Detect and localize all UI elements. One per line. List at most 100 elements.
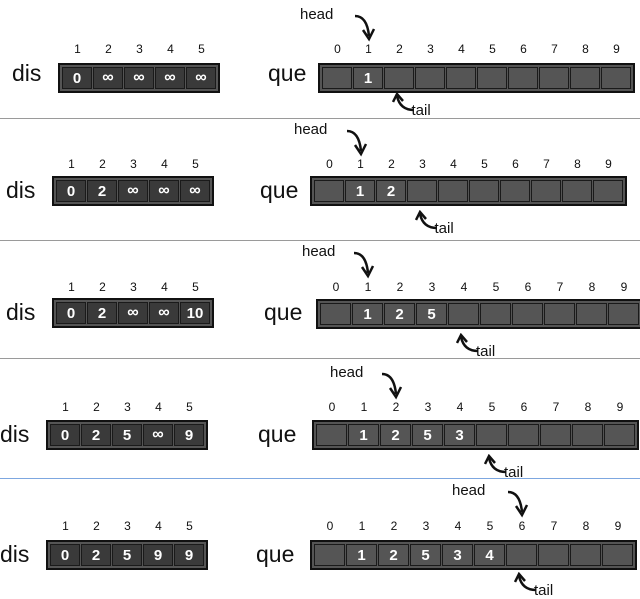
head-pointer-label: head [452, 482, 486, 499]
que-index-label: 7 [543, 157, 550, 171]
dis-index-label: 1 [62, 400, 69, 414]
panel-separator [0, 478, 640, 479]
dis-cell: ∞ [149, 180, 179, 202]
que-cell [604, 424, 635, 446]
que-cell [384, 67, 414, 89]
que-cell [407, 180, 437, 202]
dis-label: dis [12, 60, 42, 86]
dis-index-label: 4 [161, 280, 168, 294]
dis-label: dis [6, 177, 36, 203]
dis-array: 0 2 ∞ ∞ ∞ [52, 176, 214, 206]
que-index-label: 4 [460, 280, 468, 294]
que-index-label: 5 [489, 42, 496, 56]
que-cell [572, 424, 603, 446]
que-index-label: 6 [524, 280, 532, 294]
que-cell [531, 180, 561, 202]
que-cell: 3 [444, 424, 475, 446]
dis-cell: 9 [174, 424, 204, 446]
que-label: que [268, 60, 307, 86]
que-cell [469, 180, 499, 202]
que-cell [322, 67, 352, 89]
tail-pointer-label: tail [504, 464, 524, 481]
dis-index-label: 2 [105, 42, 112, 56]
tail-pointer-label: tail [476, 343, 496, 360]
dis-cell: ∞ [180, 180, 210, 202]
que-index-label: 8 [574, 157, 581, 171]
dis-cell: 10 [180, 302, 210, 324]
que-label: que [264, 299, 303, 325]
que-index-label: 9 [605, 157, 612, 171]
que-cell [506, 544, 537, 566]
que-index-label: 0 [334, 42, 341, 56]
tail-arrow-icon [391, 92, 414, 112]
que-cell [415, 67, 445, 89]
dis-cell: ∞ [118, 180, 148, 202]
dis-array: 0 ∞ ∞ ∞ ∞ [58, 63, 220, 93]
dis-cell: ∞ [186, 67, 216, 89]
dis-cell: 0 [56, 302, 86, 324]
head-pointer-label: head [330, 364, 364, 381]
tail-arrow-icon [456, 333, 479, 353]
que-cell [570, 67, 600, 89]
que-index-label: 8 [584, 400, 592, 414]
que-cell [508, 424, 539, 446]
head-arrow-icon [381, 372, 403, 400]
que-cell [438, 180, 468, 202]
dis-cell: 5 [112, 424, 142, 446]
que-cell: 1 [352, 303, 383, 325]
dis-cell: 9 [174, 544, 204, 566]
que-index-label: 3 [428, 280, 436, 294]
que-index-label: 8 [582, 519, 590, 533]
que-index-label: 1 [360, 400, 368, 414]
que-cell: 2 [380, 424, 411, 446]
que-cell: 2 [376, 180, 406, 202]
que-index-label: 3 [419, 157, 426, 171]
que-index-label: 9 [613, 42, 620, 56]
dis-index-label: 3 [130, 157, 137, 171]
dis-label: dis [0, 421, 30, 447]
que-index-label: 5 [492, 280, 500, 294]
dis-index-label: 3 [130, 280, 137, 294]
que-cell: 1 [353, 67, 383, 89]
que-index-label: 9 [620, 280, 628, 294]
que-cell [476, 424, 507, 446]
dis-index-label: 2 [93, 400, 100, 414]
que-cell: 1 [345, 180, 375, 202]
dis-label: dis [0, 541, 30, 567]
dis-cell: 2 [81, 544, 111, 566]
que-cell: 5 [416, 303, 447, 325]
que-cell [539, 67, 569, 89]
dis-index-label: 3 [124, 400, 131, 414]
que-index-label: 8 [582, 42, 589, 56]
dis-cell: 0 [62, 67, 92, 89]
que-cell [601, 67, 631, 89]
que-label: que [258, 421, 297, 447]
que-cell [540, 424, 571, 446]
que-index-label: 6 [520, 400, 528, 414]
dis-index-label: 4 [155, 519, 162, 533]
que-cell [446, 67, 476, 89]
dis-cell: 0 [50, 544, 80, 566]
dis-array: 0 2 5 ∞ 9 [46, 420, 208, 450]
que-index-label: 7 [550, 519, 558, 533]
que-cell [314, 180, 344, 202]
head-pointer-label: head [302, 243, 336, 260]
que-index-label: 0 [326, 519, 334, 533]
dis-index-label: 4 [167, 42, 174, 56]
que-index-label: 5 [481, 157, 488, 171]
que-index-label: 5 [488, 400, 496, 414]
dis-index-label: 2 [99, 157, 106, 171]
que-cell [608, 303, 639, 325]
que-index-label: 4 [458, 42, 465, 56]
dis-index-label: 1 [62, 519, 69, 533]
que-index-label: 4 [450, 157, 457, 171]
que-cell [316, 424, 347, 446]
dis-index-label: 5 [186, 400, 193, 414]
dis-cell: ∞ [93, 67, 123, 89]
que-index-label: 1 [364, 280, 372, 294]
que-index-label: 6 [520, 42, 527, 56]
que-cell [570, 544, 601, 566]
dis-index-label: 1 [74, 42, 81, 56]
